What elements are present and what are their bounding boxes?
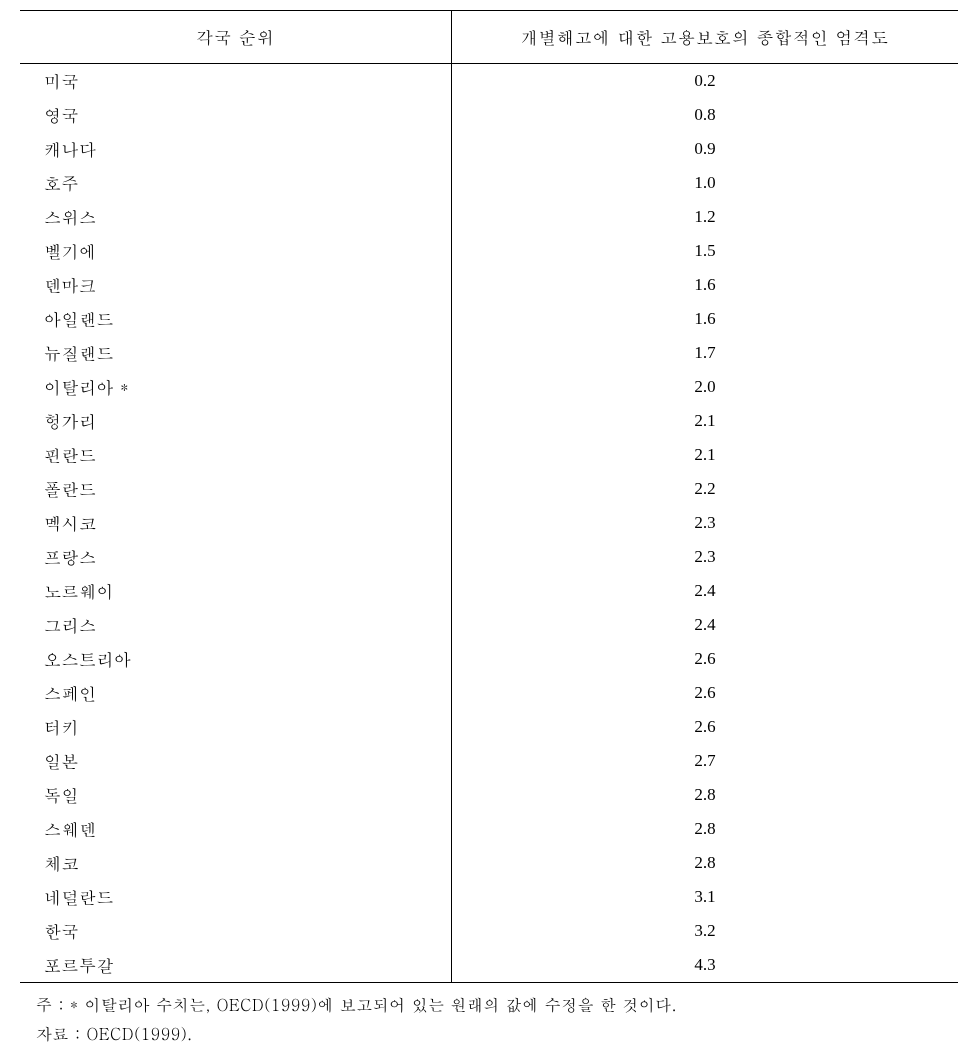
table-row: 네덜란드3.1	[20, 880, 958, 914]
cell-value: 1.7	[451, 336, 958, 370]
table-row: 스페인2.6	[20, 676, 958, 710]
table-row: 벨기에1.5	[20, 234, 958, 268]
cell-country: 폴란드	[20, 472, 451, 506]
cell-value: 0.9	[451, 132, 958, 166]
cell-country: 뉴질랜드	[20, 336, 451, 370]
table-row: 멕시코2.3	[20, 506, 958, 540]
cell-country: 헝가리	[20, 404, 451, 438]
table-row: 호주1.0	[20, 166, 958, 200]
footnote-note: 주 : * 이탈리아 수치는, OECD(1999)에 보고되어 있는 원래의 …	[36, 991, 958, 1020]
table-row: 오스트리아2.6	[20, 642, 958, 676]
cell-country: 영국	[20, 98, 451, 132]
cell-value: 2.2	[451, 472, 958, 506]
table-row: 폴란드2.2	[20, 472, 958, 506]
table-row: 덴마크1.6	[20, 268, 958, 302]
table-row: 한국3.2	[20, 914, 958, 948]
cell-country: 일본	[20, 744, 451, 778]
cell-value: 2.6	[451, 710, 958, 744]
column-header-value: 개별해고에 대한 고용보호의 종합적인 엄격도	[451, 11, 958, 64]
cell-country: 벨기에	[20, 234, 451, 268]
cell-country: 덴마크	[20, 268, 451, 302]
column-header-country: 각국 순위	[20, 11, 451, 64]
cell-value: 2.3	[451, 506, 958, 540]
table-row: 스위스1.2	[20, 200, 958, 234]
cell-value: 2.1	[451, 438, 958, 472]
cell-value: 4.3	[451, 948, 958, 983]
cell-value: 2.6	[451, 676, 958, 710]
cell-country: 아일랜드	[20, 302, 451, 336]
cell-country: 미국	[20, 64, 451, 99]
cell-value: 2.7	[451, 744, 958, 778]
cell-value: 2.0	[451, 370, 958, 404]
table-row: 이탈리아 *2.0	[20, 370, 958, 404]
table-row: 영국0.8	[20, 98, 958, 132]
cell-value: 2.3	[451, 540, 958, 574]
table-header-row: 각국 순위 개별해고에 대한 고용보호의 종합적인 엄격도	[20, 11, 958, 64]
cell-country: 오스트리아	[20, 642, 451, 676]
footnote-source: 자료 : OECD(1999).	[36, 1020, 958, 1049]
table-row: 터키2.6	[20, 710, 958, 744]
cell-country: 이탈리아 *	[20, 370, 451, 404]
cell-value: 1.6	[451, 268, 958, 302]
table-row: 헝가리2.1	[20, 404, 958, 438]
data-table: 각국 순위 개별해고에 대한 고용보호의 종합적인 엄격도 미국0.2영국0.8…	[20, 10, 958, 983]
cell-value: 1.6	[451, 302, 958, 336]
table-row: 미국0.2	[20, 64, 958, 99]
cell-value: 2.6	[451, 642, 958, 676]
cell-country: 스페인	[20, 676, 451, 710]
cell-value: 2.1	[451, 404, 958, 438]
table-row: 체코2.8	[20, 846, 958, 880]
table-row: 포르투갈4.3	[20, 948, 958, 983]
table-row: 프랑스2.3	[20, 540, 958, 574]
table-row: 아일랜드1.6	[20, 302, 958, 336]
cell-value: 2.4	[451, 574, 958, 608]
cell-country: 그리스	[20, 608, 451, 642]
cell-country: 캐나다	[20, 132, 451, 166]
table-row: 일본2.7	[20, 744, 958, 778]
cell-value: 2.8	[451, 778, 958, 812]
footnotes: 주 : * 이탈리아 수치는, OECD(1999)에 보고되어 있는 원래의 …	[20, 991, 958, 1049]
table-row: 스웨덴2.8	[20, 812, 958, 846]
table-row: 그리스2.4	[20, 608, 958, 642]
table-row: 핀란드2.1	[20, 438, 958, 472]
cell-country: 노르웨이	[20, 574, 451, 608]
table-row: 노르웨이2.4	[20, 574, 958, 608]
cell-country: 한국	[20, 914, 451, 948]
cell-value: 0.8	[451, 98, 958, 132]
cell-value: 1.2	[451, 200, 958, 234]
cell-value: 1.0	[451, 166, 958, 200]
cell-country: 스위스	[20, 200, 451, 234]
cell-country: 핀란드	[20, 438, 451, 472]
cell-country: 체코	[20, 846, 451, 880]
cell-country: 멕시코	[20, 506, 451, 540]
cell-value: 2.8	[451, 846, 958, 880]
table-container: 각국 순위 개별해고에 대한 고용보호의 종합적인 엄격도 미국0.2영국0.8…	[20, 10, 958, 1049]
cell-value: 0.2	[451, 64, 958, 99]
cell-country: 스웨덴	[20, 812, 451, 846]
cell-country: 네덜란드	[20, 880, 451, 914]
table-body: 미국0.2영국0.8캐나다0.9호주1.0스위스1.2벨기에1.5덴마크1.6아…	[20, 64, 958, 983]
cell-value: 3.1	[451, 880, 958, 914]
table-row: 뉴질랜드1.7	[20, 336, 958, 370]
table-row: 독일2.8	[20, 778, 958, 812]
cell-value: 3.2	[451, 914, 958, 948]
cell-country: 호주	[20, 166, 451, 200]
cell-country: 프랑스	[20, 540, 451, 574]
cell-country: 포르투갈	[20, 948, 451, 983]
cell-value: 2.8	[451, 812, 958, 846]
cell-value: 2.4	[451, 608, 958, 642]
cell-value: 1.5	[451, 234, 958, 268]
table-row: 캐나다0.9	[20, 132, 958, 166]
cell-country: 독일	[20, 778, 451, 812]
cell-country: 터키	[20, 710, 451, 744]
